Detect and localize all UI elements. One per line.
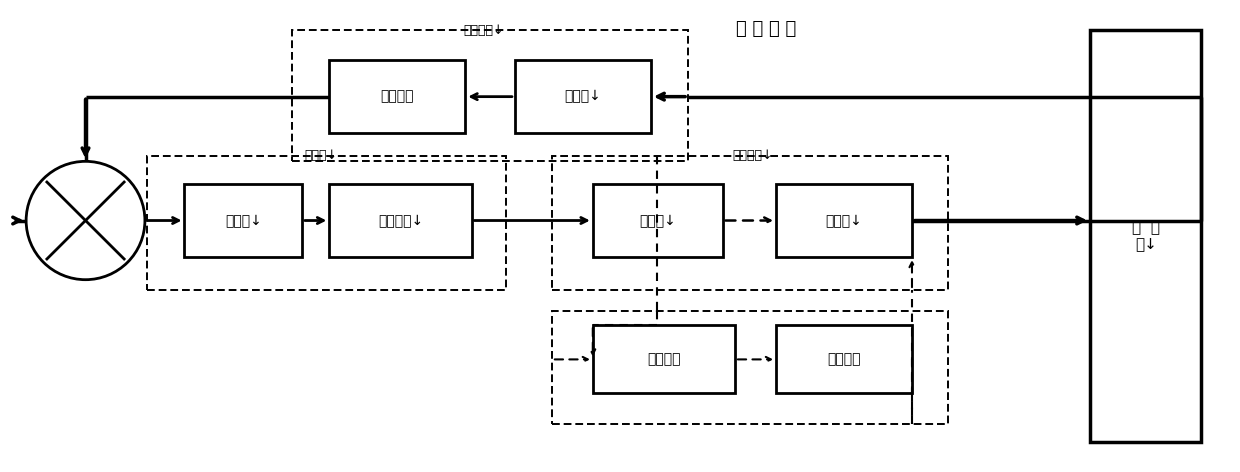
Text: 计算机↓: 计算机↓ [224, 214, 262, 228]
Text: 控制模块↓: 控制模块↓ [378, 214, 423, 228]
Text: 辅助风机: 辅助风机 [827, 352, 861, 366]
Ellipse shape [26, 161, 145, 280]
Text: 附 加 控 制: 附 加 控 制 [735, 20, 796, 38]
Bar [185, 185, 303, 257]
Bar [148, 156, 506, 290]
Bar [776, 185, 911, 257]
Text: 采集模块: 采集模块 [381, 89, 414, 103]
Text: 执行部分↓: 执行部分↓ [732, 149, 773, 162]
Bar [552, 156, 947, 290]
Bar [515, 60, 651, 133]
Text: 传感器↓: 传感器↓ [564, 89, 601, 103]
Text: 变频器↓: 变频器↓ [640, 214, 676, 228]
Bar [1090, 30, 1202, 442]
Text: 控制器↓: 控制器↓ [304, 149, 337, 162]
Text: 附加电路: 附加电路 [647, 352, 681, 366]
Bar [330, 185, 471, 257]
Bar [552, 311, 947, 424]
Bar [593, 325, 735, 393]
Text: 检测部分↓: 检测部分↓ [464, 24, 505, 37]
Text: 主风机↓: 主风机↓ [826, 214, 862, 228]
Bar [293, 30, 688, 161]
Text: 静  压
箱↓: 静 压 箱↓ [1132, 220, 1159, 252]
Bar [593, 185, 723, 257]
Bar [776, 325, 911, 393]
Bar [330, 60, 465, 133]
